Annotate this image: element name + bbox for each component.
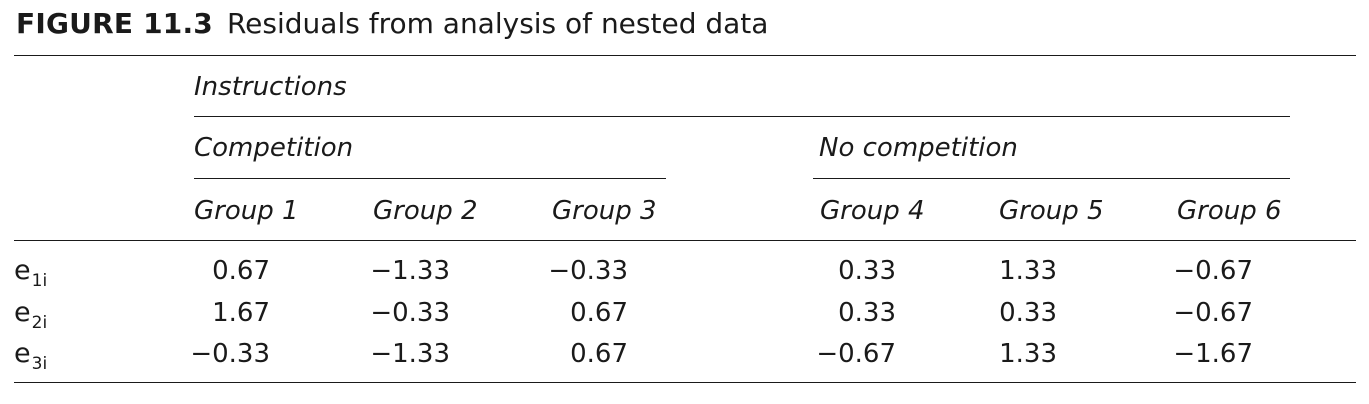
cell-r2-g5: 0.33 bbox=[999, 298, 1057, 328]
cell-r3-g5: 1.33 bbox=[999, 339, 1057, 369]
group-header-6: Group 6 bbox=[1177, 196, 1282, 226]
figure-title: Residuals from analysis of nested data bbox=[226, 7, 769, 40]
top-rule bbox=[14, 55, 1356, 56]
group-header-2: Group 2 bbox=[373, 196, 478, 226]
row-label-e2i: e2i bbox=[14, 297, 48, 333]
spanner-rule bbox=[194, 116, 1290, 117]
condition-header-competition: Competition bbox=[194, 133, 354, 163]
cell-r2-g2: −0.33 bbox=[370, 298, 450, 328]
spanner-header: Instructions bbox=[194, 72, 347, 102]
cell-r1-g5: 1.33 bbox=[999, 256, 1057, 286]
cell-r2-g6: −0.67 bbox=[1173, 298, 1253, 328]
group-header-4: Group 4 bbox=[820, 196, 925, 226]
bottom-rule bbox=[14, 382, 1356, 383]
row-label-e3i: e3i bbox=[14, 338, 48, 374]
group-header-1: Group 1 bbox=[194, 196, 299, 226]
row-label-e1i: e1i bbox=[14, 255, 48, 291]
cell-r1-g2: −1.33 bbox=[370, 256, 450, 286]
cell-r1-g6: −0.67 bbox=[1173, 256, 1253, 286]
group-header-5: Group 5 bbox=[999, 196, 1104, 226]
cell-r2-g4: 0.33 bbox=[838, 298, 896, 328]
figure-label: FIGURE 11.3 bbox=[16, 7, 213, 40]
condition-header-no-competition: No competition bbox=[819, 133, 1018, 163]
cell-r2-g1: 1.67 bbox=[212, 298, 270, 328]
competition-rule bbox=[194, 178, 666, 179]
no-competition-rule bbox=[813, 178, 1290, 179]
cell-r3-g2: −1.33 bbox=[370, 339, 450, 369]
cell-r3-g1: −0.33 bbox=[190, 339, 270, 369]
cell-r1-g3: −0.33 bbox=[548, 256, 628, 286]
header-rule bbox=[14, 240, 1356, 241]
cell-r3-g6: −1.67 bbox=[1173, 339, 1253, 369]
cell-r3-g3: 0.67 bbox=[570, 339, 628, 369]
group-header-3: Group 3 bbox=[552, 196, 657, 226]
cell-r3-g4: −0.67 bbox=[816, 339, 896, 369]
cell-r1-g4: 0.33 bbox=[838, 256, 896, 286]
cell-r1-g1: 0.67 bbox=[212, 256, 270, 286]
cell-r2-g3: 0.67 bbox=[570, 298, 628, 328]
figure-caption: FIGURE 11.3 Residuals from analysis of ne… bbox=[16, 4, 768, 44]
